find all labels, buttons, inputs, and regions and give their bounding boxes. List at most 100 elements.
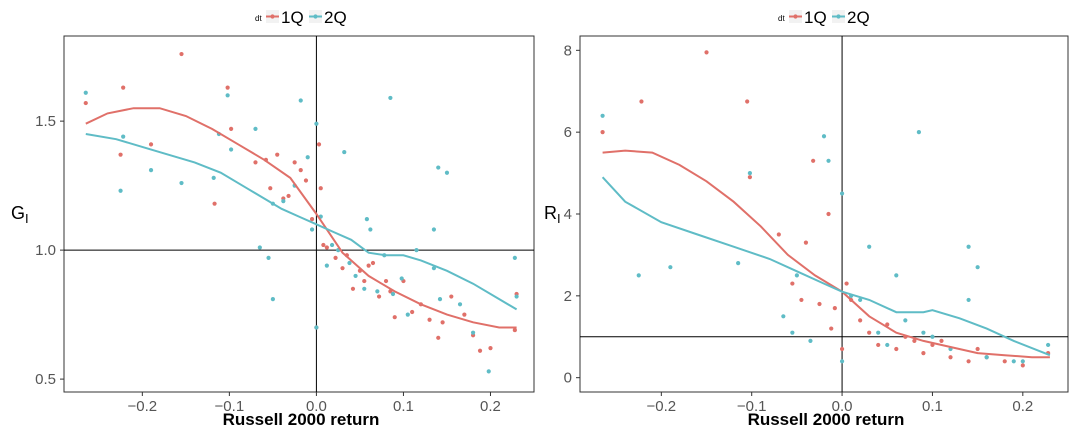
data-point-1q bbox=[832, 306, 837, 311]
data-point-2q bbox=[636, 273, 641, 278]
data-point-1q bbox=[253, 160, 258, 165]
data-point-2q bbox=[314, 325, 319, 330]
data-point-2q bbox=[885, 342, 890, 348]
data-point-2q bbox=[314, 121, 319, 126]
data-point-2q bbox=[390, 291, 396, 297]
data-point-1q bbox=[745, 99, 750, 104]
legend-title: dt bbox=[255, 14, 262, 23]
data-point-2q bbox=[470, 330, 476, 335]
data-point-1q bbox=[333, 255, 338, 260]
left-panel: −0.2 −0.1 0.0 0.1 0.2 0.5 1.0 1.5 Russell 2000 r… bbox=[11, 8, 535, 429]
data-point-2q bbox=[305, 155, 310, 160]
legend-dot-2q bbox=[313, 14, 318, 19]
plot-frame bbox=[63, 35, 535, 393]
x-tick-label: −0.2 bbox=[647, 398, 677, 415]
data-point-1q bbox=[844, 281, 849, 286]
data-point-2q bbox=[876, 330, 881, 335]
data-point-1q bbox=[83, 100, 88, 106]
data-point-1q bbox=[370, 260, 376, 266]
x-axis-label: Russell 2000 return bbox=[223, 410, 380, 429]
data-point-2q bbox=[257, 245, 262, 250]
data-point-2q bbox=[858, 297, 863, 303]
data-point-1q bbox=[488, 346, 493, 351]
data-point-1q bbox=[829, 326, 834, 331]
data-point-1q bbox=[324, 245, 329, 250]
data-point-2q bbox=[281, 199, 286, 204]
data-point-2q bbox=[903, 318, 908, 323]
x-tick-label: 0.2 bbox=[480, 398, 501, 415]
data-point-1q bbox=[747, 175, 752, 180]
y-tick-label: 8 bbox=[564, 42, 572, 59]
data-point-1q bbox=[939, 338, 944, 343]
data-point-1q bbox=[975, 346, 980, 352]
data-point-1q bbox=[286, 193, 291, 199]
data-point-2q bbox=[457, 302, 463, 307]
data-point-1q bbox=[321, 242, 326, 248]
data-point-1q bbox=[799, 297, 804, 303]
data-point-2q bbox=[431, 266, 437, 271]
x-tick-label: 0.1 bbox=[393, 398, 414, 415]
data-point-1q bbox=[512, 327, 517, 333]
data-point-2q bbox=[894, 273, 899, 278]
data-point-1q bbox=[268, 186, 273, 191]
data-point-2q bbox=[867, 244, 872, 249]
data-point-2q bbox=[486, 369, 491, 374]
data-point-2q bbox=[229, 147, 234, 152]
data-point-1q bbox=[392, 315, 397, 320]
data-point-2q bbox=[121, 134, 126, 139]
data-point-1q bbox=[790, 281, 795, 286]
legend-label-1q: 1Q bbox=[804, 8, 827, 27]
data-point-1q bbox=[427, 317, 432, 322]
data-point-2q bbox=[329, 242, 335, 248]
data-point-1q bbox=[316, 142, 322, 147]
data-point-2q bbox=[444, 170, 450, 175]
data-point-2q bbox=[253, 126, 258, 131]
data-point-2q bbox=[211, 175, 216, 180]
data-point-2q bbox=[414, 248, 419, 253]
data-point-2q bbox=[368, 227, 373, 232]
plot-frame bbox=[579, 35, 1069, 393]
data-point-2q bbox=[781, 314, 786, 319]
data-point-2q bbox=[364, 217, 369, 222]
data-point-1q bbox=[362, 278, 367, 284]
data-point-2q bbox=[668, 265, 673, 270]
data-point-2q bbox=[437, 297, 443, 302]
data-point-2q bbox=[747, 170, 752, 176]
data-point-2q bbox=[353, 273, 358, 279]
y-tick-label: 0.5 bbox=[35, 371, 56, 388]
y-tick-label: 6 bbox=[564, 124, 572, 141]
data-point-1q bbox=[600, 130, 605, 135]
data-point-2q bbox=[966, 244, 971, 249]
legend-label-2q: 2Q bbox=[847, 8, 870, 27]
data-point-1q bbox=[966, 359, 971, 364]
data-point-2q bbox=[399, 276, 404, 281]
x-axis-label: Russell 2000 return bbox=[748, 410, 905, 429]
data-point-2q bbox=[514, 294, 519, 299]
data-point-2q bbox=[1011, 359, 1016, 364]
legend-title: dt bbox=[778, 14, 785, 23]
y-tick-label: 1.0 bbox=[35, 242, 56, 259]
data-point-1q bbox=[912, 338, 917, 343]
data-point-2q bbox=[916, 130, 921, 135]
data-point-2q bbox=[930, 334, 935, 339]
data-point-1q bbox=[1020, 363, 1025, 368]
legend-dot-1q bbox=[270, 14, 275, 19]
data-point-2q bbox=[298, 98, 303, 103]
data-point-1q bbox=[639, 99, 644, 104]
data-point-2q bbox=[431, 227, 437, 232]
data-point-2q bbox=[309, 227, 315, 232]
data-point-1q bbox=[179, 51, 184, 57]
legend-label-2q: 2Q bbox=[324, 8, 347, 27]
data-point-1q bbox=[462, 312, 467, 317]
data-point-1q bbox=[817, 301, 822, 307]
data-point-2q bbox=[600, 113, 605, 118]
x-tick-label: −0.2 bbox=[128, 398, 158, 415]
data-point-2q bbox=[266, 255, 271, 260]
data-point-1q bbox=[776, 232, 781, 237]
data-point-2q bbox=[179, 180, 184, 186]
data-point-1q bbox=[318, 186, 323, 191]
data-point-2q bbox=[839, 359, 845, 364]
data-point-2q bbox=[821, 134, 827, 139]
data-point-1q bbox=[118, 152, 123, 157]
legend-label-1q: 1Q bbox=[281, 8, 304, 27]
